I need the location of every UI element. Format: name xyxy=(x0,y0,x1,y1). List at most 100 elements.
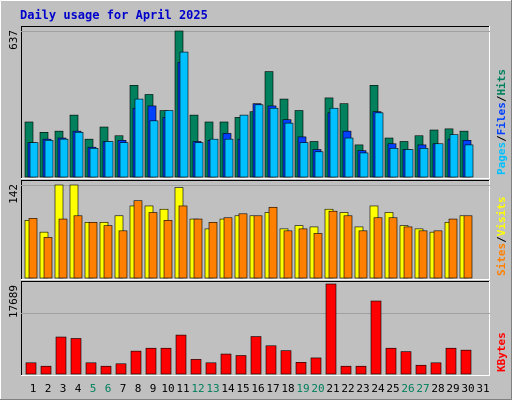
sites-bar-day-25 xyxy=(388,217,398,279)
legend-entry-sep1: / xyxy=(495,135,508,142)
kbytes-bar-day-15 xyxy=(235,355,247,375)
sites-bar-day-8 xyxy=(133,200,143,279)
kbytes-bar-day-20 xyxy=(310,357,322,375)
pages-bar-day-24 xyxy=(374,112,384,178)
pages-bar-day-7 xyxy=(119,142,129,178)
chart-title: Daily usage for April 2025 xyxy=(20,8,208,22)
y-max-label-3: 17689 xyxy=(7,285,20,318)
x-tick-label-day-2: 2 xyxy=(45,382,52,395)
sites-bar-day-6 xyxy=(103,225,113,279)
pages-bar-day-9 xyxy=(149,120,159,178)
pages-bar-day-16 xyxy=(254,104,264,178)
sites-bar-day-27 xyxy=(418,230,428,279)
kbytes-bar-day-2 xyxy=(40,365,52,375)
kbytes-bar-day-30 xyxy=(460,349,472,375)
kbytes-bar-day-16 xyxy=(250,336,262,375)
legend-entry-sep2: / xyxy=(495,95,508,102)
y-max-label-2: 142 xyxy=(7,184,20,204)
pages-bar-day-12 xyxy=(194,142,204,178)
pages-bar-day-27 xyxy=(419,148,429,178)
sites-bar-day-1 xyxy=(28,218,38,279)
kbytes-bar-day-12 xyxy=(190,359,202,375)
pages-bar-day-8 xyxy=(134,98,144,178)
kbytes-bar-day-6 xyxy=(100,365,112,375)
legend-entry-pages: Pages xyxy=(495,142,508,175)
sites-bar-day-20 xyxy=(313,233,323,279)
pages-bar-day-23 xyxy=(359,152,369,178)
x-tick-label-day-23: 23 xyxy=(356,382,369,395)
x-tick-label-day-12: 12 xyxy=(191,382,204,395)
x-tick-label-day-26: 26 xyxy=(401,382,414,395)
sites-bar-day-30 xyxy=(463,215,473,279)
sites-bar-day-4 xyxy=(73,215,83,279)
x-tick-label-day-13: 13 xyxy=(206,382,219,395)
sites-bar-day-14 xyxy=(223,217,233,279)
sites-bar-day-9 xyxy=(148,212,158,279)
pages-bar-day-20 xyxy=(314,151,324,178)
x-tick-label-day-24: 24 xyxy=(371,382,385,395)
kbytes-bar-day-17 xyxy=(265,345,277,375)
sites-bar-day-26 xyxy=(403,226,413,279)
y-max-label-1: 637 xyxy=(7,30,20,50)
kbytes-bar-day-25 xyxy=(385,347,397,375)
pages-bar-day-19 xyxy=(299,142,309,178)
pages-bar-day-1 xyxy=(29,142,39,178)
sites-bar-day-7 xyxy=(118,230,128,279)
pages-bar-day-6 xyxy=(104,141,114,178)
x-tick-label-day-4: 4 xyxy=(75,382,82,395)
sites-bar-day-22 xyxy=(343,215,353,279)
kbytes-bar-day-18 xyxy=(280,350,292,375)
sites-bar-day-21 xyxy=(328,210,338,279)
x-tick-label-day-17: 17 xyxy=(266,382,279,395)
pages-bar-day-2 xyxy=(44,140,54,178)
sites-bar-day-28 xyxy=(433,230,443,279)
pages-bar-day-18 xyxy=(284,122,294,178)
pages-bar-day-21 xyxy=(329,107,339,178)
kbytes-bar-day-27 xyxy=(415,364,427,375)
x-tick-label-day-6: 6 xyxy=(105,382,112,395)
kbytes-bar-day-23 xyxy=(355,365,367,375)
x-tick-label-day-15: 15 xyxy=(236,382,249,395)
legend-1: Pages/Files/Hits xyxy=(495,69,508,175)
sites-bar-day-17 xyxy=(268,206,278,279)
x-tick-label-day-19: 19 xyxy=(296,382,309,395)
x-tick-label-day-1: 1 xyxy=(30,382,37,395)
legend-entry-hits: Hits xyxy=(495,69,508,96)
kbytes-bar-day-19 xyxy=(295,362,307,375)
pages-bar-day-22 xyxy=(344,137,354,178)
pages-bar-day-3 xyxy=(59,138,69,178)
legend-3: KBytes xyxy=(495,332,508,372)
sites-bar-day-16 xyxy=(253,215,263,279)
kbytes-bar-day-29 xyxy=(445,347,457,375)
sites-bar-day-3 xyxy=(58,218,68,279)
pages-bar-day-15 xyxy=(239,114,249,178)
sites-bar-day-15 xyxy=(238,213,248,279)
sites-bar-day-13 xyxy=(208,222,218,279)
x-tick-label-day-21: 21 xyxy=(326,382,339,395)
kbytes-bar-day-9 xyxy=(145,347,157,375)
kbytes-bar-day-11 xyxy=(175,334,187,375)
pages-bar-day-25 xyxy=(389,148,399,178)
x-tick-label-day-25: 25 xyxy=(386,382,399,395)
x-tick-label-day-16: 16 xyxy=(251,382,264,395)
sites-bar-day-11 xyxy=(178,205,188,279)
kbytes-bar-day-28 xyxy=(430,362,442,375)
x-tick-label-day-9: 9 xyxy=(150,382,157,395)
pages-bar-day-29 xyxy=(449,134,459,178)
pages-bar-day-5 xyxy=(89,148,99,178)
x-tick-label-day-28: 28 xyxy=(431,382,444,395)
x-tick-label-day-14: 14 xyxy=(221,382,235,395)
kbytes-bar-day-26 xyxy=(400,351,412,375)
pages-bar-day-26 xyxy=(404,149,414,178)
legend-entry-files: Files xyxy=(495,102,508,135)
sites-bar-day-2 xyxy=(43,237,53,279)
kbytes-bar-day-5 xyxy=(85,362,97,375)
legend-entry-visits: Visits xyxy=(495,197,508,237)
legend-entry-sites: Sites xyxy=(495,243,508,276)
x-tick-label-day-29: 29 xyxy=(446,382,459,395)
pages-bar-day-13 xyxy=(209,138,219,178)
sites-bar-day-23 xyxy=(358,230,368,279)
kbytes-bar-day-14 xyxy=(220,353,232,375)
sites-bar-day-29 xyxy=(448,218,458,279)
